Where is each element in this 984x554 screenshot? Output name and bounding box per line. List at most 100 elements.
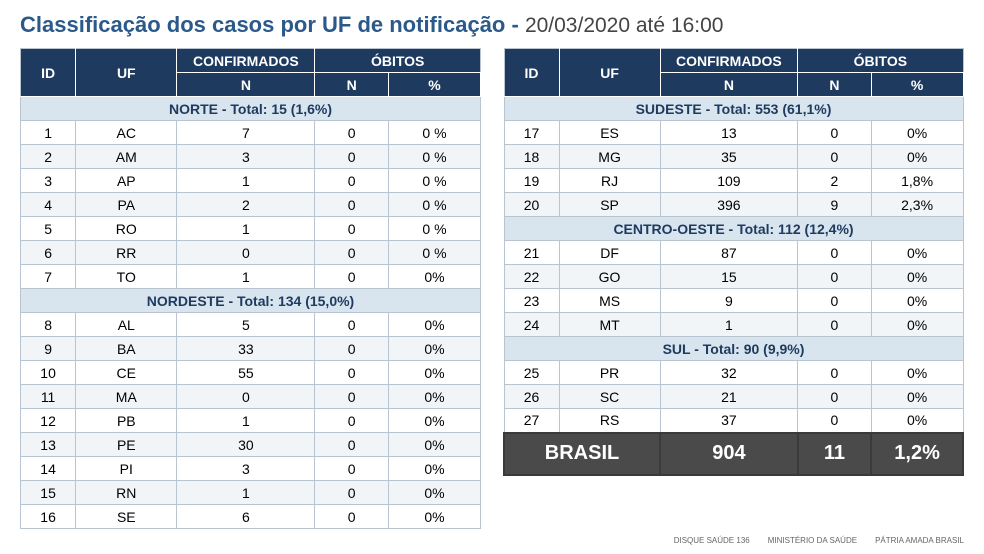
cell-op: 0 % <box>388 121 480 145</box>
cell-op: 0 % <box>388 217 480 241</box>
cell-uf: MS <box>559 289 660 313</box>
cell-conf: 6 <box>177 505 315 529</box>
cell-uf: GO <box>559 265 660 289</box>
total-on: 11 <box>798 433 871 475</box>
hdr-confirmados: CONFIRMADOS <box>660 49 798 73</box>
cell-on: 0 <box>798 241 871 265</box>
cell-id: 22 <box>504 265 559 289</box>
cell-id: 5 <box>21 217 76 241</box>
table-row: 18MG3500% <box>504 145 963 169</box>
table-row: 2AM300 % <box>21 145 481 169</box>
region-label: CENTRO-OESTE - Total: 112 (12,4%) <box>504 217 963 241</box>
cell-on: 0 <box>798 313 871 337</box>
cell-id: 2 <box>21 145 76 169</box>
table-row: 12PB100% <box>21 409 481 433</box>
hdr-ob-n: N <box>798 73 871 97</box>
right-table: ID UF CONFIRMADOS ÓBITOS N N % SUDESTE -… <box>503 48 964 476</box>
logo-brasil: PÁTRIA AMADA BRASIL <box>875 537 964 546</box>
region-header: NORTE - Total: 15 (1,6%) <box>21 97 481 121</box>
cell-on: 0 <box>798 121 871 145</box>
region-label: NORDESTE - Total: 134 (15,0%) <box>21 289 481 313</box>
cell-op: 0% <box>388 433 480 457</box>
total-conf: 904 <box>660 433 798 475</box>
cell-id: 23 <box>504 289 559 313</box>
cell-uf: ES <box>559 121 660 145</box>
table-row: 11MA000% <box>21 385 481 409</box>
cell-conf: 109 <box>660 169 798 193</box>
cell-conf: 3 <box>177 145 315 169</box>
cell-op: 0% <box>871 241 963 265</box>
hdr-conf-n: N <box>660 73 798 97</box>
cell-on: 0 <box>315 457 389 481</box>
cell-uf: DF <box>559 241 660 265</box>
cell-uf: RO <box>76 217 177 241</box>
cell-id: 6 <box>21 241 76 265</box>
cell-on: 0 <box>315 385 389 409</box>
cell-uf: RJ <box>559 169 660 193</box>
table-row: 23MS900% <box>504 289 963 313</box>
hdr-uf: UF <box>559 49 660 97</box>
cell-op: 0% <box>388 337 480 361</box>
cell-op: 0% <box>871 145 963 169</box>
cell-uf: TO <box>76 265 177 289</box>
cell-op: 0% <box>871 361 963 385</box>
table-row: 15RN100% <box>21 481 481 505</box>
hdr-obitos: ÓBITOS <box>315 49 481 73</box>
cell-conf: 32 <box>660 361 798 385</box>
cell-conf: 5 <box>177 313 315 337</box>
region-header: CENTRO-OESTE - Total: 112 (12,4%) <box>504 217 963 241</box>
cell-op: 0% <box>388 385 480 409</box>
cell-uf: BA <box>76 337 177 361</box>
cell-id: 13 <box>21 433 76 457</box>
cell-conf: 35 <box>660 145 798 169</box>
cell-id: 24 <box>504 313 559 337</box>
table-row: 13PE3000% <box>21 433 481 457</box>
region-header: NORDESTE - Total: 134 (15,0%) <box>21 289 481 313</box>
table-row: 26SC2100% <box>504 385 963 409</box>
cell-op: 0% <box>871 385 963 409</box>
table-row: 6RR000 % <box>21 241 481 265</box>
table-row: 4PA200 % <box>21 193 481 217</box>
cell-on: 0 <box>315 481 389 505</box>
cell-uf: MG <box>559 145 660 169</box>
cell-conf: 1 <box>177 409 315 433</box>
cell-uf: CE <box>76 361 177 385</box>
cell-conf: 13 <box>660 121 798 145</box>
cell-id: 20 <box>504 193 559 217</box>
cell-op: 0% <box>871 121 963 145</box>
table-row: 8AL500% <box>21 313 481 337</box>
table-row: 7TO100% <box>21 265 481 289</box>
page-title: Classificação dos casos por UF de notifi… <box>20 12 964 38</box>
cell-uf: PE <box>76 433 177 457</box>
cell-on: 0 <box>315 241 389 265</box>
cell-on: 9 <box>798 193 871 217</box>
cell-conf: 0 <box>177 241 315 265</box>
cell-id: 17 <box>504 121 559 145</box>
cell-conf: 2 <box>177 193 315 217</box>
table-row: 16SE600% <box>21 505 481 529</box>
cell-op: 0% <box>871 409 963 433</box>
cell-uf: SP <box>559 193 660 217</box>
cell-conf: 15 <box>660 265 798 289</box>
cell-conf: 1 <box>177 265 315 289</box>
cell-id: 3 <box>21 169 76 193</box>
cell-on: 0 <box>315 145 389 169</box>
hdr-id: ID <box>504 49 559 97</box>
total-label: BRASIL <box>504 433 660 475</box>
cell-op: 0% <box>388 481 480 505</box>
cell-conf: 37 <box>660 409 798 433</box>
table-row: 19RJ10921,8% <box>504 169 963 193</box>
cell-on: 0 <box>315 361 389 385</box>
cell-uf: AM <box>76 145 177 169</box>
cell-op: 1,8% <box>871 169 963 193</box>
cell-conf: 396 <box>660 193 798 217</box>
cell-id: 9 <box>21 337 76 361</box>
cell-id: 4 <box>21 193 76 217</box>
cell-conf: 30 <box>177 433 315 457</box>
cell-on: 0 <box>315 313 389 337</box>
right-column: ID UF CONFIRMADOS ÓBITOS N N % SUDESTE -… <box>503 48 964 529</box>
cell-conf: 9 <box>660 289 798 313</box>
hdr-ob-pct: % <box>388 73 480 97</box>
title-main: Classificação dos casos por UF de notifi… <box>20 12 525 37</box>
total-op: 1,2% <box>871 433 963 475</box>
